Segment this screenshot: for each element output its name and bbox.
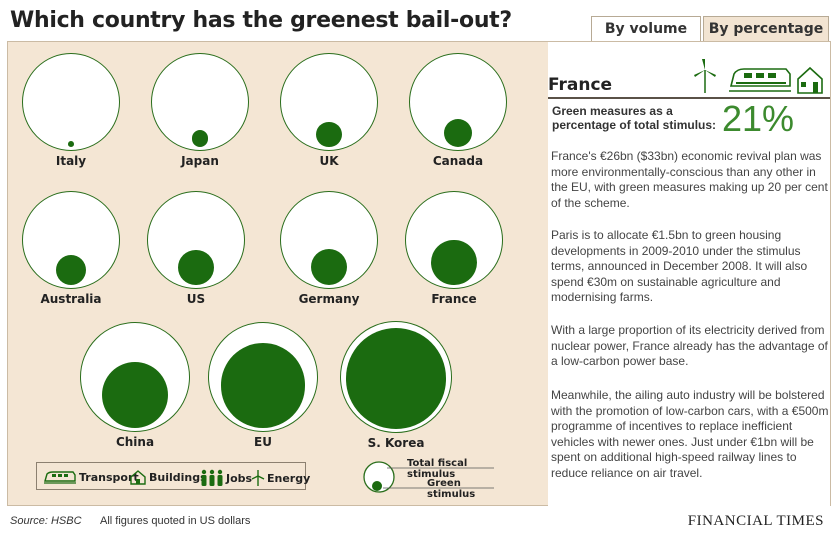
detail-divider [548,97,830,99]
bubble-grid: Italy Japan UK Canada Australia US Germany Fran… [8,42,548,507]
green-stimulus-circle [431,239,477,285]
total-stimulus-circle [22,53,120,151]
country-bubble-s-korea[interactable]: S. Korea [340,321,452,455]
page-title: Which country has the greenest bail-out? [10,8,512,33]
country-bubble-canada[interactable]: Canada [409,53,507,173]
green-stimulus-circle [68,141,74,147]
country-bubble-uk[interactable]: UK [280,53,378,173]
country-label: Australia [40,292,102,306]
legend-jobs[interactable]: Jobs [200,469,252,487]
train-icon [44,471,76,484]
legend-transport-label: Transport [79,470,139,484]
footer: Source: HSBC All figures quoted in US do… [10,515,250,527]
green-measures-label: Green measures as a percentage of total … [552,104,717,132]
legend-buildings-label: Buildings [149,470,207,484]
country-label: US [186,292,206,306]
green-stimulus-circle [55,254,87,285]
green-stimulus-circle [191,130,209,147]
legend-energy[interactable]: Energy [251,469,310,487]
wind-turbine-icon [694,59,716,93]
legend-transport[interactable]: Transport [43,469,139,485]
category-legend: Transport Buildings Jobs [36,462,310,490]
country-label: China [115,435,155,449]
green-stimulus-circle [443,118,473,147]
train-icon [729,68,791,92]
country-label: France [431,292,477,306]
detail-panel: France Green measures as a percentage of… [548,42,830,507]
detail-paragraph: With a large proportion of its electrici… [551,323,828,369]
country-label: Japan [181,154,219,168]
content-panel: Italy Japan UK Canada Australia US Germany Fran… [7,41,831,507]
country-bubble-eu[interactable]: EU [208,322,318,454]
country-label: Italy [55,154,87,168]
country-bubble-china[interactable]: China [80,322,190,454]
country-label: Germany [298,292,360,306]
country-bubble-australia[interactable]: Australia [22,191,120,311]
size-key-graphic [363,461,494,493]
source-note: Source: HSBC [10,515,82,527]
key-total-label: Total fiscal stimulus [407,458,468,480]
green-stimulus-circle [316,121,342,147]
green-stimulus-circle [102,362,168,428]
detail-paragraph: Meanwhile, the ailing auto industry will… [551,388,829,480]
country-bubble-japan[interactable]: Japan [151,53,249,173]
country-bubble-france[interactable]: France [405,191,503,311]
green-stimulus-circle [345,328,447,429]
brand-logo: FINANCIAL TIMES [687,513,824,529]
tab-by-percentage[interactable]: By percentage [703,16,829,41]
green-stimulus-circle [178,249,214,285]
total-stimulus-circle [409,53,507,151]
detail-paragraph: France's €26bn ($33bn) economic revival … [551,149,828,210]
country-label: S. Korea [367,436,425,450]
country-label: Canada [432,154,484,168]
country-label: EU [254,435,272,449]
country-label: UK [319,154,339,168]
legend-buildings[interactable]: Buildings [129,469,207,485]
green-stimulus-circle [220,343,306,428]
key-green-label: Green stimulus [427,478,476,500]
country-bubble-italy[interactable]: Italy [22,53,120,173]
legend-jobs-label: Jobs [226,471,253,485]
house-icon [130,470,146,485]
country-bubble-us[interactable]: US [147,191,245,311]
green-percentage-value: 21% [722,98,795,139]
detail-paragraph: Paris is to allocate €1.5bn to green hou… [551,228,808,305]
country-bubble-germany[interactable]: Germany [280,191,378,311]
wind-turbine-icon [251,470,265,486]
house-icon [797,66,823,94]
currency-note: All figures quoted in US dollars [99,515,251,527]
workers-icon [201,469,223,486]
size-key: Total fiscal stimulus Green stimulus [363,458,503,500]
legend-energy-label: Energy [267,471,311,485]
tab-by-volume[interactable]: By volume [591,16,701,41]
green-stimulus-circle [310,248,348,285]
detail-country-name: France [548,75,613,95]
